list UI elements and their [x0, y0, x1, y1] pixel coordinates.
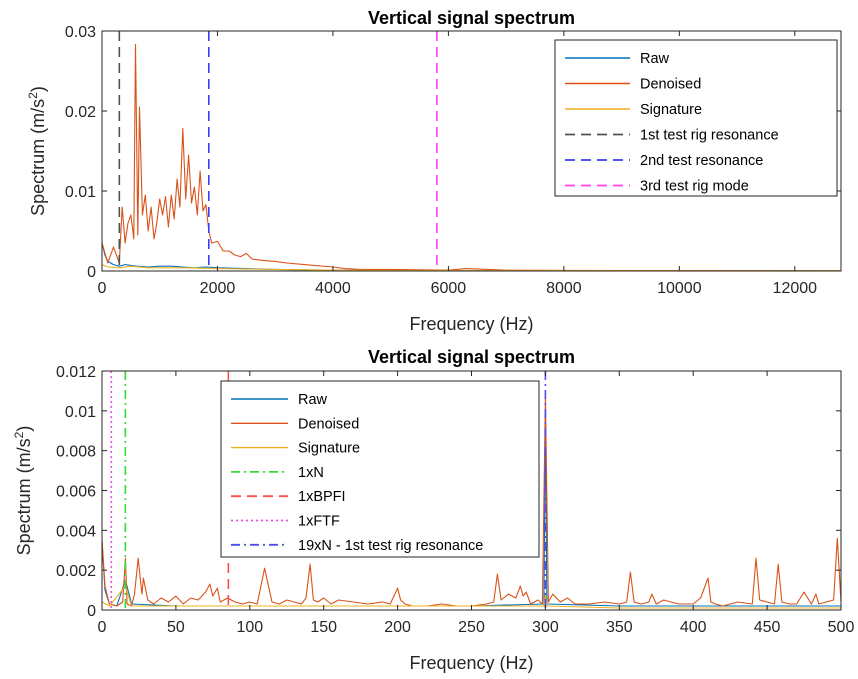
y-axis-label-close: ) — [14, 426, 34, 432]
legend-item: Denoised — [231, 416, 359, 432]
y-axis-label-main: Spectrum (m/s — [28, 99, 48, 216]
legend-label: 19xN - 1st test rig resonance — [298, 538, 483, 554]
legend-item: 1xN — [231, 465, 324, 481]
y-tick-label: 0.03 — [65, 24, 96, 41]
y-axis-label-main: Spectrum (m/s — [14, 438, 34, 555]
y-tick-label: 0.01 — [65, 404, 96, 421]
y-axis-label: Spectrum (m/s2) — [12, 426, 34, 556]
x-tick-label: 300 — [532, 619, 559, 636]
y-tick-label: 0.006 — [56, 484, 96, 501]
legend-label: Raw — [298, 392, 328, 408]
chart-title: Vertical signal spectrum — [368, 8, 575, 28]
legend-label: 1xBPFI — [298, 489, 346, 505]
y-axis-label-superscript: 2 — [26, 92, 40, 99]
y-tick-label: 0.004 — [56, 523, 96, 540]
legend-item: 1xFTF — [231, 514, 340, 530]
chart-2: 0 50 100 150 200 250 300 350 400 450 500 0 0.002 0.00… — [12, 347, 854, 673]
x-tick-label: 400 — [680, 619, 707, 636]
y-tick-label: 0.01 — [65, 184, 96, 201]
legend-box — [554, 39, 838, 197]
y-tick-label: 0.002 — [56, 563, 96, 580]
x-tick-label: 450 — [754, 619, 781, 636]
y-axis-label-close: ) — [28, 86, 48, 92]
x-tick-label: 0 — [98, 280, 107, 297]
y-tick-label: 0 — [87, 603, 96, 620]
chart-title: Vertical signal spectrum — [368, 347, 575, 367]
legend: Raw Denoised Signature 1st test rig resonan… — [554, 39, 838, 197]
legend-label: Denoised — [640, 77, 701, 93]
legend-item: 2nd test resonance — [565, 153, 763, 169]
legend-item: 1xBPFI — [231, 489, 346, 505]
x-tick-label: 8000 — [546, 280, 582, 297]
y-tick-label: 0 — [87, 264, 96, 281]
legend-box — [220, 380, 540, 558]
legend-label: 1st test rig resonance — [640, 128, 779, 144]
legend-item: 3rd test rig mode — [565, 179, 749, 195]
x-tick-label: 200 — [384, 619, 411, 636]
legend-item: Raw — [231, 392, 328, 408]
legend-item: Denoised — [565, 77, 701, 93]
legend-item: Raw — [565, 51, 670, 67]
legend-label: 1xN — [298, 465, 324, 481]
legend-label: 1xFTF — [298, 514, 340, 530]
x-tick-label: 500 — [828, 619, 855, 636]
y-tick-label: 0.008 — [56, 444, 96, 461]
y-tick-label: 0.02 — [65, 104, 96, 121]
chart-1: 0 2000 4000 6000 8000 10000 12000 0 0.01 0.02 0.03… — [26, 8, 842, 334]
legend-label: Signature — [298, 441, 360, 457]
x-tick-label: 100 — [236, 619, 263, 636]
x-tick-label: 250 — [458, 619, 485, 636]
legend-label: 2nd test resonance — [640, 153, 763, 169]
series-line-denoised — [102, 44, 841, 271]
legend-item: 1st test rig resonance — [565, 128, 779, 144]
plot-content — [102, 31, 841, 271]
legend-label: Raw — [640, 51, 670, 67]
x-tick-label: 12000 — [773, 280, 818, 297]
x-tick-label: 150 — [310, 619, 337, 636]
legend: Raw Denoised Signature 1xN 1xBPFI 1xFTF 19xN -… — [220, 380, 540, 558]
legend-item: Signature — [231, 441, 360, 457]
y-axis-label: Spectrum (m/s2) — [26, 86, 48, 216]
legend-label: Signature — [640, 102, 702, 118]
series-line-signature — [102, 585, 841, 609]
x-tick-label: 6000 — [431, 280, 467, 297]
y-axis-label-superscript: 2 — [12, 431, 26, 438]
x-tick-label: 0 — [98, 619, 107, 636]
x-tick-label: 350 — [606, 619, 633, 636]
x-axis-label: Frequency (Hz) — [409, 653, 533, 673]
y-tick-label: 0.012 — [56, 364, 96, 381]
x-tick-label: 2000 — [200, 280, 236, 297]
legend-item: Signature — [565, 102, 702, 118]
x-tick-label: 4000 — [315, 280, 351, 297]
legend-label: 3rd test rig mode — [640, 179, 749, 195]
x-axis-label: Frequency (Hz) — [409, 314, 533, 334]
x-tick-label: 10000 — [657, 280, 702, 297]
axes-box — [101, 30, 842, 272]
legend-item: 19xN - 1st test rig resonance — [231, 538, 483, 554]
x-tick-label: 50 — [167, 619, 185, 636]
series-line-signature — [102, 264, 841, 271]
legend-label: Denoised — [298, 416, 359, 432]
